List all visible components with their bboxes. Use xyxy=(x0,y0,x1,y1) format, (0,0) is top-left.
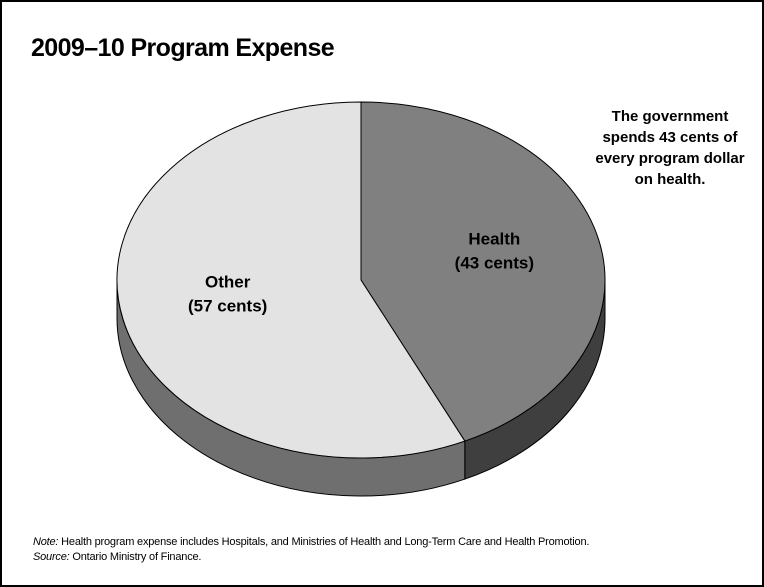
note-label: Note: xyxy=(33,536,59,548)
pie-top xyxy=(116,101,606,459)
source-line: Source: Ontario Ministry of Finance. xyxy=(33,550,753,565)
note-text: Health program expense includes Hospital… xyxy=(58,536,590,548)
pie-labels: Health (43 cents) Other (57 cents) xyxy=(188,229,534,315)
slice-value-health: (43 cents) xyxy=(455,253,534,272)
chart-title: 2009–10 Program Expense xyxy=(31,34,335,62)
note-line: Note: Health program expense includes Ho… xyxy=(33,535,753,550)
source-text: Ontario Ministry of Finance. xyxy=(69,551,202,563)
slice-other xyxy=(116,101,466,459)
annotation: The government spends 43 cents of every … xyxy=(595,108,745,188)
slice-label-health: Health xyxy=(468,229,520,248)
source-label: Source: xyxy=(33,551,70,563)
slice-health xyxy=(360,101,606,442)
slice-label-other: Other xyxy=(205,273,251,292)
footnotes: Note: Health program expense includes Ho… xyxy=(33,535,753,565)
slice-value-other: (57 cents) xyxy=(188,297,267,316)
